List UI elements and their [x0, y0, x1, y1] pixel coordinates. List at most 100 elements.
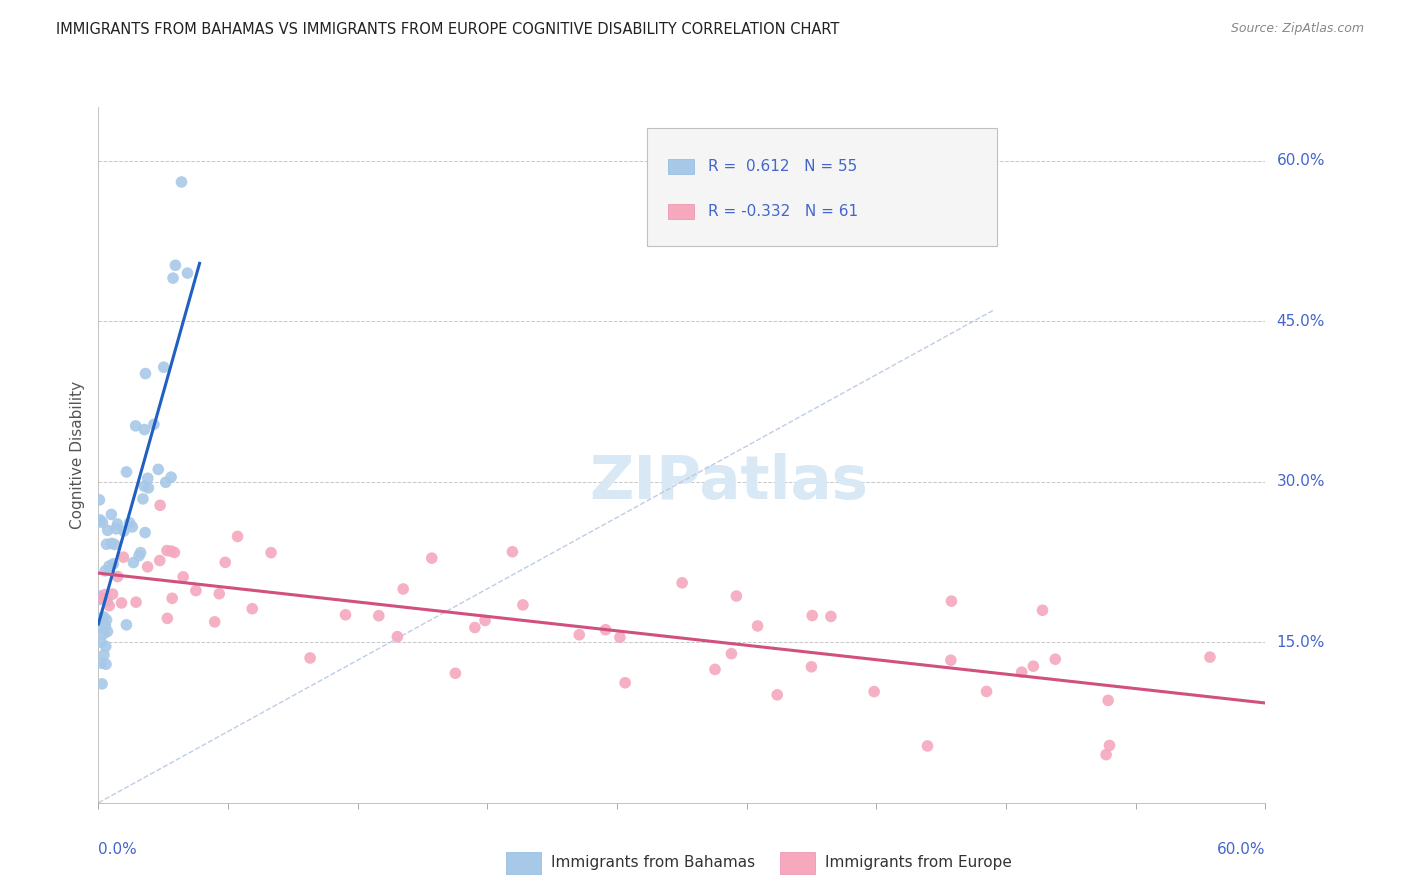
Point	[387, 630, 409, 644]
Point	[118, 516, 141, 530]
Point	[93, 610, 115, 624]
Point	[392, 582, 415, 596]
Point	[1199, 650, 1222, 665]
Point	[204, 615, 226, 629]
Point	[149, 553, 172, 567]
Text: 60.0%: 60.0%	[1218, 842, 1265, 856]
Point	[134, 423, 156, 437]
Point	[124, 418, 146, 433]
Point	[110, 596, 132, 610]
FancyBboxPatch shape	[647, 128, 997, 246]
Point	[801, 608, 824, 623]
Point	[1097, 693, 1119, 707]
Point	[125, 595, 148, 609]
Point	[90, 635, 112, 649]
Point	[91, 677, 114, 691]
Point	[240, 601, 263, 615]
Point	[184, 583, 207, 598]
Point	[94, 640, 117, 654]
Point	[160, 470, 183, 484]
Point	[1098, 739, 1121, 753]
Point	[1011, 665, 1033, 680]
Point	[100, 508, 122, 522]
Point	[112, 524, 135, 538]
Point	[1031, 603, 1053, 617]
Point	[98, 559, 121, 574]
Point	[136, 481, 159, 495]
Point	[97, 524, 120, 538]
Point	[105, 522, 128, 536]
Point	[367, 608, 389, 623]
Point	[132, 491, 155, 506]
Text: Immigrants from Europe: Immigrants from Europe	[825, 855, 1012, 870]
Point	[704, 662, 727, 676]
Text: Immigrants from Bahamas: Immigrants from Bahamas	[551, 855, 755, 870]
Point	[96, 593, 118, 607]
Point	[128, 549, 150, 563]
Point	[152, 360, 174, 375]
Point	[129, 545, 152, 559]
Point	[122, 556, 145, 570]
Point	[420, 551, 443, 566]
Text: 0.0%: 0.0%	[98, 842, 138, 856]
Point	[163, 545, 186, 559]
Text: IMMIGRANTS FROM BAHAMAS VS IMMIGRANTS FROM EUROPE COGNITIVE DISABILITY CORRELATI: IMMIGRANTS FROM BAHAMAS VS IMMIGRANTS FR…	[56, 22, 839, 37]
Point	[148, 462, 170, 476]
Point	[155, 475, 177, 490]
Point	[98, 599, 121, 613]
Point	[90, 591, 112, 605]
Point	[766, 688, 789, 702]
Point	[142, 417, 165, 432]
Point	[170, 175, 193, 189]
Point	[156, 543, 179, 558]
Point	[820, 609, 842, 624]
Text: 60.0%: 60.0%	[1277, 153, 1324, 168]
Point	[335, 607, 357, 622]
Text: 30.0%: 30.0%	[1277, 475, 1324, 489]
Point	[172, 570, 194, 584]
Point	[94, 618, 117, 632]
Point	[162, 271, 184, 285]
Point	[94, 564, 117, 578]
Point	[96, 613, 118, 627]
Point	[976, 684, 998, 698]
FancyBboxPatch shape	[668, 203, 693, 219]
Point	[474, 614, 496, 628]
Point	[115, 617, 138, 632]
Point	[1045, 652, 1067, 666]
Point	[89, 589, 111, 603]
Point	[941, 594, 963, 608]
Point	[226, 529, 249, 543]
Point	[91, 516, 114, 530]
Point	[595, 623, 617, 637]
Point	[609, 631, 631, 645]
Point	[93, 648, 115, 662]
Point	[107, 516, 129, 531]
Point	[156, 611, 179, 625]
Point	[671, 575, 693, 590]
Point	[1022, 659, 1045, 673]
Point	[96, 624, 118, 639]
Point	[568, 628, 591, 642]
Point	[444, 666, 467, 681]
Point	[747, 619, 769, 633]
Point	[89, 513, 111, 527]
Point	[160, 544, 183, 558]
Point	[260, 546, 283, 560]
Point	[134, 367, 156, 381]
Point	[614, 675, 637, 690]
Point	[89, 621, 111, 635]
Point	[90, 611, 112, 625]
Point	[112, 550, 135, 565]
FancyBboxPatch shape	[668, 159, 693, 174]
Text: R = -0.332   N = 61: R = -0.332 N = 61	[707, 204, 858, 219]
Point	[149, 498, 172, 512]
Point	[89, 492, 111, 507]
Point	[464, 620, 486, 634]
Point	[160, 591, 183, 606]
Point	[299, 651, 322, 665]
Point	[96, 537, 118, 551]
Point	[512, 598, 534, 612]
Point	[103, 557, 125, 571]
Point	[96, 594, 118, 608]
